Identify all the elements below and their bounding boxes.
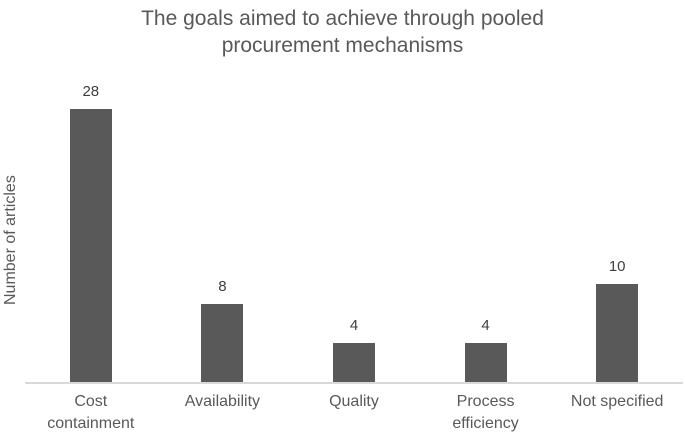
value-label: 4	[349, 317, 359, 334]
bar	[201, 304, 244, 382]
bar-cell: 28	[25, 70, 157, 382]
bar-cell: 10	[551, 70, 683, 382]
bar	[596, 284, 639, 382]
category-axis: Cost containment Availability Quality Proce…	[25, 391, 683, 435]
category-label: Quality	[329, 393, 379, 410]
category-label: Availability	[184, 393, 261, 410]
bar	[464, 343, 507, 382]
bar-cell: 4	[288, 70, 420, 382]
value-label: 4	[481, 317, 490, 334]
bar	[332, 343, 375, 382]
category-label: Cost containment	[47, 393, 135, 432]
value-label: 28	[82, 83, 100, 100]
category-label: Not specified	[570, 393, 664, 410]
value-label: 8	[218, 278, 227, 295]
bar-cell: 8	[157, 70, 289, 382]
chart-title: The goals aimed to achieve through poole…	[141, 7, 544, 57]
bar-cell: 4	[420, 70, 552, 382]
category-label: Process efficiency	[452, 393, 519, 432]
value-label: 10	[608, 258, 626, 275]
y-axis-title: Number of articles	[2, 175, 19, 305]
bar	[69, 109, 112, 382]
plot-area: 28 8 4 4 10	[25, 70, 683, 384]
